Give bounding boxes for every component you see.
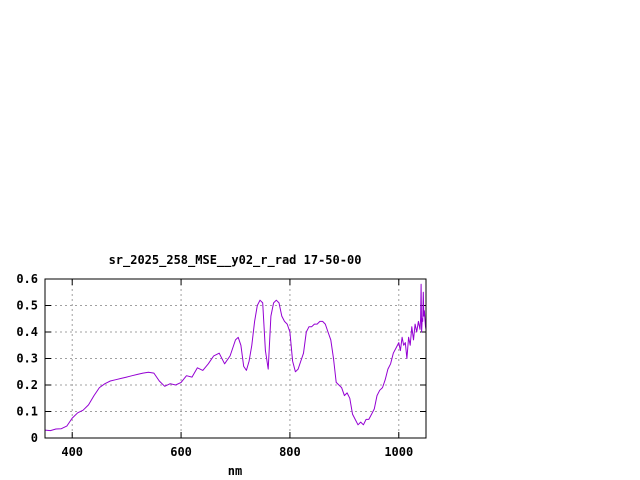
- plot-frame: [44, 278, 427, 439]
- x-tick-label: 400: [61, 445, 83, 459]
- y-tick-label: 0.2: [16, 378, 38, 392]
- x-tick-label: 1000: [384, 445, 413, 459]
- y-tick-label: 0.6: [16, 272, 38, 286]
- series-layer: [44, 283, 427, 432]
- x-axis-label: nm: [228, 464, 242, 478]
- x-tick-label: 600: [170, 445, 192, 459]
- x-tick-label: 800: [279, 445, 301, 459]
- y-tick-label: 0.3: [16, 352, 38, 366]
- grid-lines: [45, 279, 426, 438]
- chart-title: sr_2025_258_MSE__y02_r_rad 17-50-00: [109, 253, 362, 268]
- y-tick-label: 0.1: [16, 405, 38, 419]
- y-tick-label: 0: [31, 431, 38, 445]
- series-line: [44, 283, 427, 432]
- y-tick-label: 0.5: [16, 299, 38, 313]
- axes: 0 0.1 0.2 0.3 0.4 0.5 0.6 400 600 800 1000: [16, 272, 426, 459]
- y-tick-label: 0.4: [16, 325, 38, 339]
